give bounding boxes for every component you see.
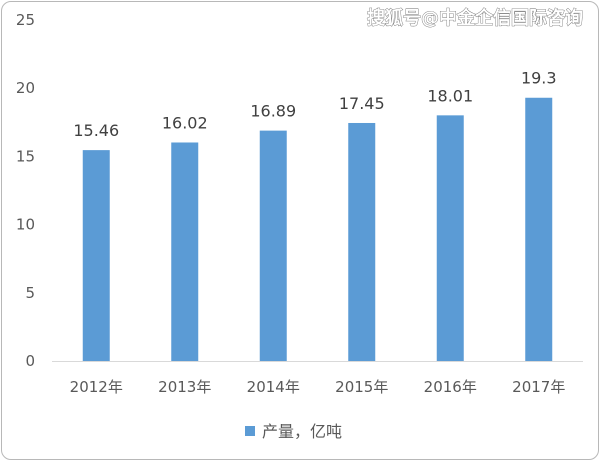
x-tick-label: 2015年 (335, 378, 388, 396)
watermark-text: 搜狐号@中金企信国际咨询 (367, 7, 583, 29)
x-tick-label: 2017年 (512, 378, 565, 396)
data-label: 18.01 (427, 86, 473, 105)
bar (436, 115, 464, 361)
legend-swatch (245, 426, 255, 436)
bar (171, 142, 199, 361)
legend: 产量，亿吨 (245, 422, 342, 441)
bars-group (82, 97, 553, 362)
y-tick-label: 15 (16, 147, 35, 165)
x-tick-label: 2014年 (247, 378, 300, 396)
bar (82, 150, 110, 361)
data-label: 15.46 (73, 121, 119, 140)
bar (259, 130, 287, 361)
y-axis-ticks: 0 5 10 15 20 25 (16, 11, 35, 370)
y-tick-label: 25 (16, 11, 35, 29)
data-labels-group: 15.46 16.02 16.89 17.45 18.01 19.3 (73, 69, 556, 140)
data-label: 16.89 (250, 102, 296, 121)
x-tick-label: 2012年 (70, 378, 123, 396)
data-label: 17.45 (339, 94, 385, 113)
data-label: 16.02 (162, 113, 208, 132)
bar (348, 122, 376, 362)
data-label: 19.3 (521, 69, 557, 88)
legend-label: 产量，亿吨 (262, 422, 342, 441)
y-tick-label: 5 (25, 284, 35, 302)
y-tick-label: 10 (16, 216, 35, 234)
y-tick-label: 0 (25, 352, 35, 370)
y-tick-label: 20 (16, 79, 35, 97)
x-tick-label: 2016年 (424, 378, 477, 396)
x-tick-label: 2013年 (158, 378, 211, 396)
x-axis-ticks: 2012年 2013年 2014年 2015年 2016年 2017年 (70, 378, 566, 396)
bar (525, 97, 553, 362)
